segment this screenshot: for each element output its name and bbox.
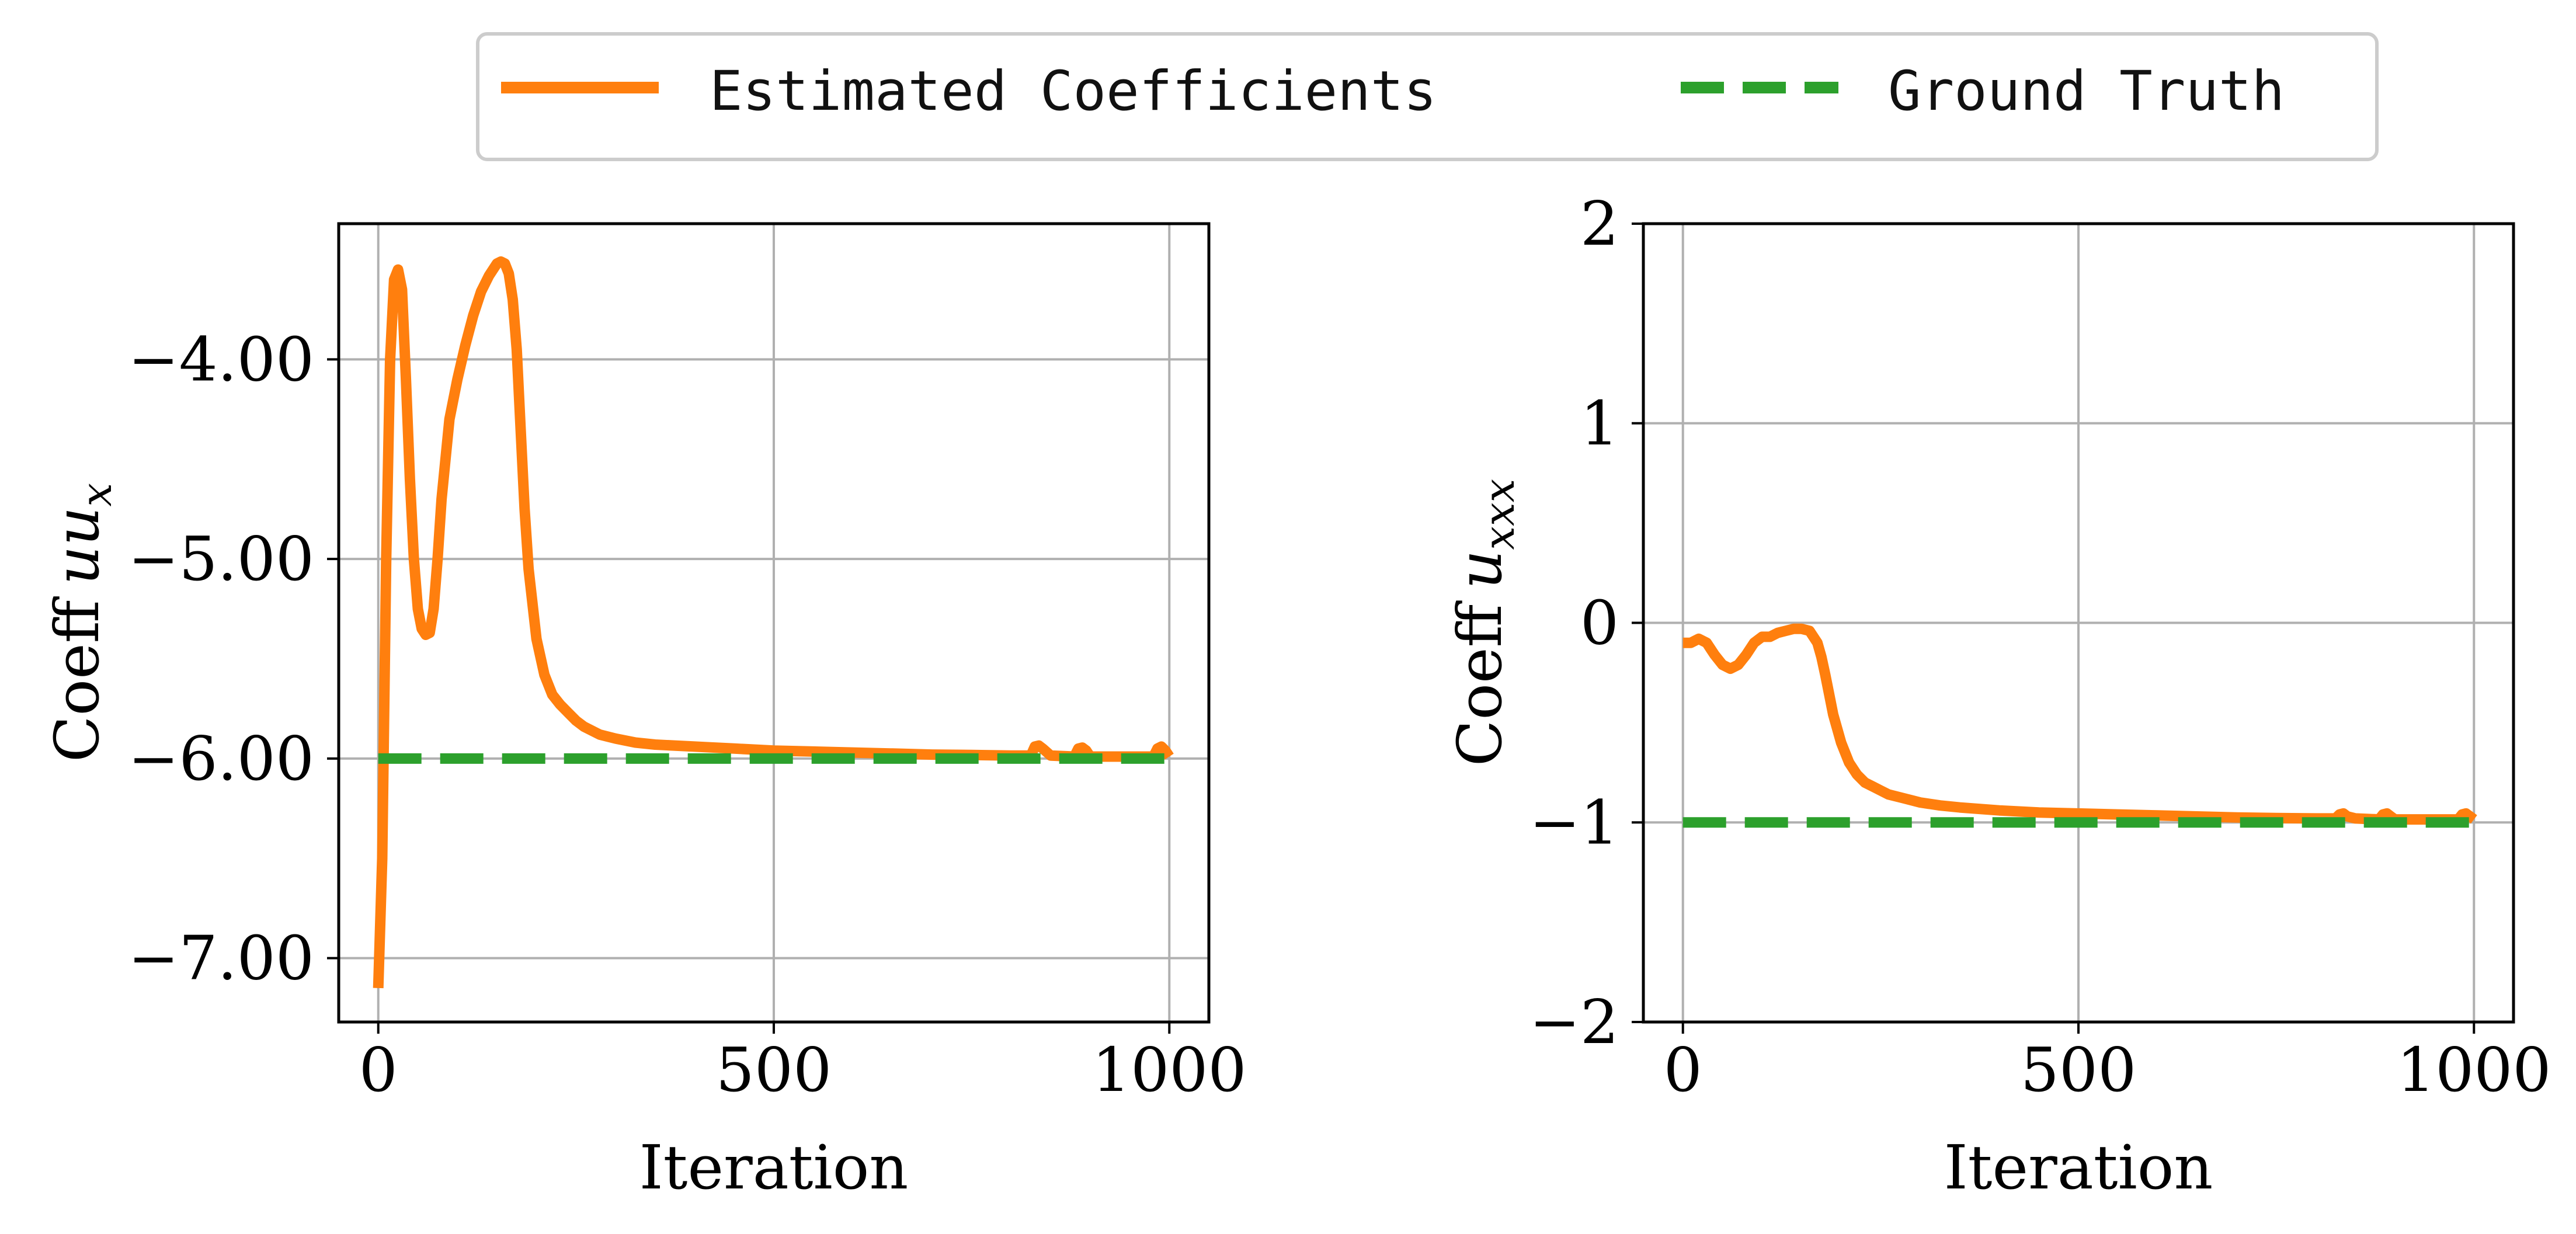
y-axis-label-uxxx: Coeff uxxx <box>1444 479 1524 766</box>
x-tick-label-uxxx: 0 <box>1664 1034 1702 1106</box>
y-axis-label-uux-subscript: x <box>72 483 121 507</box>
y-axis-label-uxxx-prefix: Coeff <box>1444 600 1515 766</box>
series-uxxx <box>1682 623 2477 828</box>
x-axis-label-uxxx: Iteration <box>1944 1132 2213 1203</box>
ticks-uxxx: 0 500 1000 −2 −1 0 1 2 <box>1529 188 2551 1106</box>
y-tick-label-uxxx: −2 <box>1529 986 1619 1058</box>
x-tick-label-uxxx: 1000 <box>2397 1034 2551 1106</box>
x-tick-label-uux: 1000 <box>1092 1034 1247 1106</box>
y-tick-label-uxxx: 2 <box>1580 188 1619 259</box>
y-tick-label-uxxx: 0 <box>1580 588 1619 659</box>
x-tick-label-uux: 0 <box>359 1034 398 1106</box>
y-axis-label-uux-prefix: Coeff <box>41 596 113 762</box>
y-tick-label-uux: −4.00 <box>128 324 314 395</box>
legend-label-ground-truth: Ground Truth <box>1888 60 2285 123</box>
legend: Estimated Coefficients Ground Truth <box>476 32 2379 161</box>
x-tick-label-uxxx: 500 <box>2021 1034 2137 1106</box>
x-tick-label-uux: 500 <box>716 1034 832 1106</box>
ticks-uux: 0 500 1000 −7.00 −6.00 −5.00 −4.00 <box>128 324 1246 1106</box>
estimated-coefficients-line-uxxx <box>1682 623 2477 825</box>
subplot-uux: 0 500 1000 −7.00 −6.00 −5.00 −4.00 Iteration C… <box>41 222 1247 1203</box>
y-tick-label-uux: −7.00 <box>128 923 314 994</box>
y-tick-label-uxxx: 1 <box>1580 388 1619 459</box>
y-axis-label-uxxx-symbol: u <box>1444 550 1515 589</box>
y-tick-label-uux: −6.00 <box>128 723 314 794</box>
subplot-uxxx: 0 500 1000 −2 −1 0 1 2 Iteration Coeff uxxx <box>1444 188 2551 1203</box>
y-tick-label-uxxx: −1 <box>1529 787 1619 858</box>
x-axis-label-uux: Iteration <box>639 1132 909 1203</box>
estimated-coefficients-line-uux <box>373 256 1174 989</box>
y-axis-label-uux-symbol: uu <box>41 507 113 585</box>
y-axis-label-uux: Coeff uux <box>41 483 121 762</box>
series-uux <box>373 256 1174 989</box>
y-axis-label-uxxx-subscript: xxx <box>1475 479 1524 550</box>
y-tick-label-uux: −5.00 <box>128 523 314 595</box>
legend-frame <box>476 32 2379 161</box>
legend-label-estimated: Estimated Coefficients <box>710 60 1437 123</box>
